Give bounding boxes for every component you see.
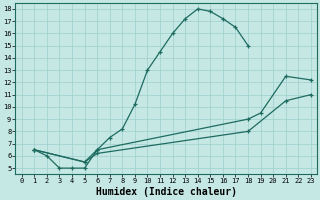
X-axis label: Humidex (Indice chaleur): Humidex (Indice chaleur) bbox=[96, 187, 237, 197]
